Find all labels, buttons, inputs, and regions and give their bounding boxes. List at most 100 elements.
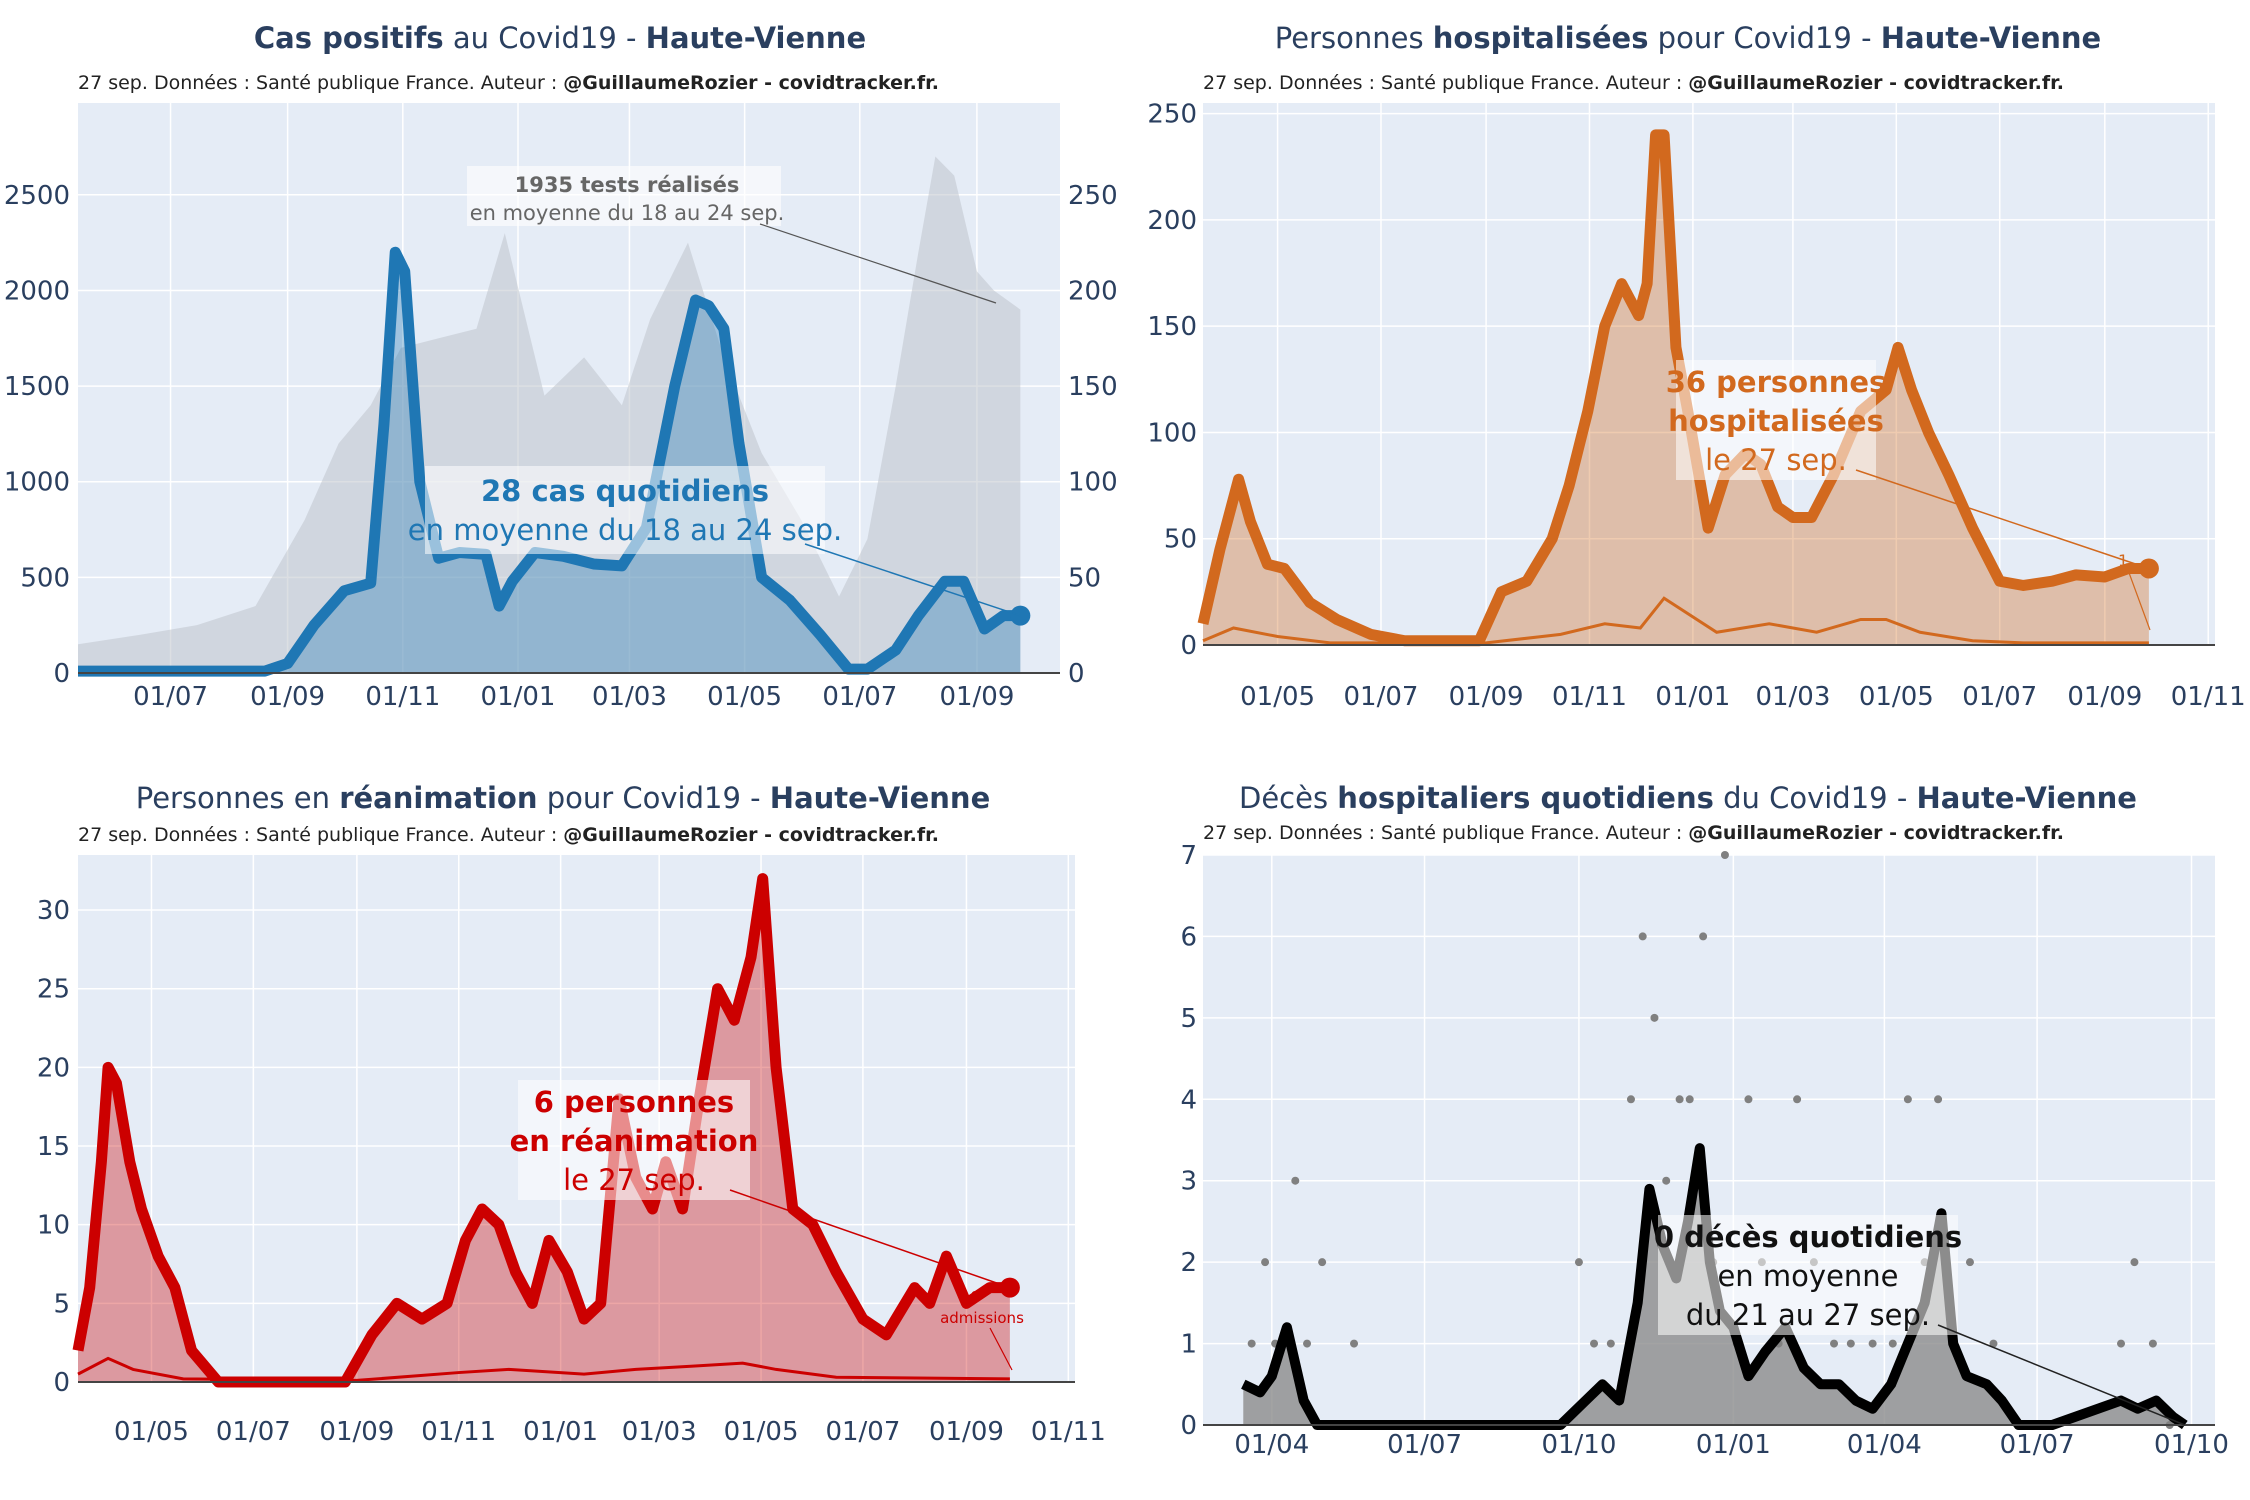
series-area (78, 878, 1010, 1382)
x-tick-label: 01/07 (1344, 682, 1419, 712)
y-tick-label: 2500 (4, 181, 70, 211)
data-point (1868, 1339, 1877, 1348)
x-tick-label: 01/01 (523, 1417, 598, 1447)
x-tick-label: 01/01 (1655, 682, 1730, 712)
title-prefix: Personnes en (136, 781, 339, 815)
y-tick-label: 250 (1147, 100, 1197, 130)
x-tick-label: 01/09 (929, 1417, 1004, 1447)
series-line (1197, 129, 2149, 647)
x-tick-label: 01/10 (1541, 1430, 1616, 1460)
annotation-box (1658, 1215, 1958, 1335)
hospitalized-chart: Personnes hospitalisées pour Covid19 - H… (1147, 21, 2245, 712)
data-point (1846, 1339, 1855, 1348)
data-point (1303, 1339, 1312, 1348)
admissions-pointer (2127, 569, 2151, 631)
x-tick-label: 01/10 (2154, 1430, 2229, 1460)
title-region: Haute-Vienne (1917, 781, 2137, 815)
x-tick-label: 01/07 (1962, 682, 2037, 712)
data-point (1965, 1258, 1974, 1267)
subtitle-author: @GuillaumeRozier - covidtracker.fr. (1688, 822, 2064, 844)
title-prefix: Personnes (1275, 21, 1433, 55)
annotation-line-1: 6 personnes (534, 1085, 734, 1119)
x-tick-label: 01/05 (724, 1417, 799, 1447)
x-tick-label: 01/03 (622, 1417, 697, 1447)
series-area (78, 252, 1021, 673)
x-tick-label: 01/01 (481, 682, 556, 712)
y-tick-label: 0 (1180, 631, 1197, 661)
data-point (1793, 1095, 1802, 1104)
title-mid: pour Covid19 - (1648, 21, 1880, 55)
y-tick-label: 3 (1180, 1167, 1197, 1197)
y-tick-label: 500 (20, 563, 70, 593)
title-mid: du Covid19 - (1714, 781, 1917, 815)
data-point (1662, 1176, 1671, 1185)
y-tick-label: 1 (1180, 1330, 1197, 1360)
data-point (1590, 1339, 1599, 1348)
y-tick-label: 0 (1180, 1411, 1197, 1441)
y-tick-label: 7 (1180, 841, 1197, 871)
x-tick-label: 01/03 (592, 682, 667, 712)
data-point (2117, 1339, 2126, 1348)
chart-title: Cas positifs au Covid19 - Haute-Vienne (254, 21, 866, 55)
x-tick-label: 01/07 (2000, 1430, 2075, 1460)
data-point (1261, 1258, 1270, 1267)
x-tick-label: 01/09 (250, 682, 325, 712)
x-tick-label: 01/07 (822, 682, 897, 712)
annotation-pointer (804, 543, 1021, 617)
subtitle-author: @GuillaumeRozier - covidtracker.fr. (1688, 72, 2064, 94)
data-point (1650, 1013, 1659, 1022)
x-tick-label: 01/05 (114, 1417, 189, 1447)
chart-subtitle: 27 sep. Données : Santé publique France.… (1203, 822, 2064, 844)
y-tick-label: 20 (37, 1053, 70, 1083)
data-point (1744, 1095, 1753, 1104)
annotation-box (1676, 360, 1876, 480)
admissions-label: 1 (2118, 551, 2128, 570)
subtitle-source: 27 sep. Données : Santé publique France.… (78, 824, 563, 846)
y2-tick-label: 200 (1068, 276, 1118, 306)
annotation-pointer (1937, 1324, 2186, 1426)
x-tick-label: 01/04 (1234, 1430, 1309, 1460)
annotation-line-2: en moyenne du 18 au 24 sep. (408, 513, 842, 547)
y2-tick-label: 50 (1068, 563, 1101, 593)
icu-chart: Personnes en réanimation pour Covid19 - … (37, 781, 1106, 1447)
y-tick-label: 30 (37, 896, 70, 926)
data-point (1989, 1339, 1998, 1348)
admissions-label: admissions (940, 1309, 1024, 1327)
data-point (1830, 1339, 1839, 1348)
title-prefix: Décès (1239, 781, 1337, 815)
annotation-line-2: en réanimation (510, 1124, 759, 1158)
tests-annotation-line-2: en moyenne du 18 au 24 sep. (470, 201, 785, 225)
data-point (1606, 1339, 1615, 1348)
title-bold: réanimation (339, 781, 537, 815)
x-tick-label: 01/07 (133, 682, 208, 712)
series-line (78, 246, 1021, 677)
y-tick-label: 5 (53, 1289, 70, 1319)
series-line (72, 873, 1010, 1388)
admissions-line (1202, 596, 2149, 645)
data-point (1318, 1258, 1327, 1267)
subtitle-author: @GuillaumeRozier - covidtracker.fr. (563, 824, 939, 846)
admissions-pointer (989, 1327, 1013, 1371)
x-tick-label: 01/05 (707, 682, 782, 712)
annotation-line-3: le 27 sep. (1705, 443, 1847, 477)
chart-title: Personnes en réanimation pour Covid19 - … (136, 781, 991, 815)
annotation-box (425, 466, 825, 554)
y-tick-label: 6 (1180, 922, 1197, 952)
y-tick-label: 1000 (4, 468, 70, 498)
x-tick-label: 01/11 (365, 682, 440, 712)
title-region: Haute-Vienne (646, 21, 866, 55)
data-point (1350, 1339, 1359, 1348)
series-area (1203, 134, 2149, 645)
data-point (1291, 1176, 1300, 1185)
y-tick-label: 150 (1147, 312, 1197, 342)
y-tick-label: 10 (37, 1211, 70, 1241)
data-point (1888, 1339, 1897, 1348)
title-mid: au Covid19 - (444, 21, 646, 55)
y-tick-label: 4 (1180, 1085, 1197, 1115)
x-tick-label: 01/05 (1859, 682, 1934, 712)
chart-subtitle: 27 sep. Données : Santé publique France.… (1203, 72, 2064, 94)
y-tick-label: 2000 (4, 276, 70, 306)
x-tick-label: 01/09 (319, 1417, 394, 1447)
x-tick-label: 01/07 (216, 1417, 291, 1447)
